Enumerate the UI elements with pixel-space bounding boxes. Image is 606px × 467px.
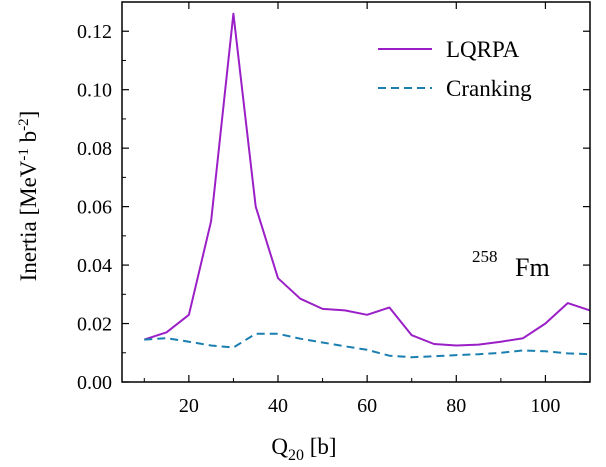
y-tick-label: 0.12 [77, 21, 112, 43]
y-axis-title-main: Inertia [MeV [16, 160, 41, 281]
annotation-element: Fm [515, 253, 550, 282]
x-tick-label: 60 [357, 395, 377, 417]
plot-frame [121, 1, 591, 383]
y-axis-title: Inertia [MeV-1 b-2] [16, 111, 41, 282]
y-axis-title-sup2: -2 [16, 118, 32, 131]
x-tick-label: 40 [268, 395, 288, 417]
y-tick-label: 0.06 [77, 197, 112, 219]
legend-label-cranking: Cranking [446, 76, 532, 101]
series-line-lqrpa [143, 12, 591, 347]
x-tick-label: 80 [446, 395, 466, 417]
plot-area [143, 12, 591, 359]
y-axis-title-end: ] [16, 111, 41, 119]
x-axis-title-main: Q [271, 434, 288, 459]
y-axis-title-sup1: -1 [16, 148, 32, 161]
x-axis-title-sub: 20 [288, 447, 304, 464]
y-tick-label: 0.00 [77, 372, 112, 394]
annotation-mass-number: 258 [472, 247, 498, 266]
x-tick-label: 100 [530, 395, 560, 417]
nucleus-annotation: 258 Fm [472, 247, 550, 282]
x-axis-title-rest: [b] [304, 434, 337, 459]
legend: LQRPA Cranking [378, 37, 532, 101]
y-tick-label: 0.10 [77, 80, 112, 102]
series-line-cranking [144, 332, 591, 359]
y-tick-label: 0.08 [77, 138, 112, 160]
x-tick-label: 20 [179, 395, 199, 417]
legend-label-lqrpa: LQRPA [446, 37, 520, 62]
y-tick-label: 0.04 [77, 255, 112, 277]
y-tick-label: 0.02 [77, 314, 112, 336]
x-axis-title: Q20 [b] [271, 434, 336, 464]
y-axis-title-mid: b [16, 131, 41, 148]
axes: 20 40 60 80 100 0.00 0.02 0.04 0.06 0.08 0.10 0.12 [77, 1, 591, 417]
